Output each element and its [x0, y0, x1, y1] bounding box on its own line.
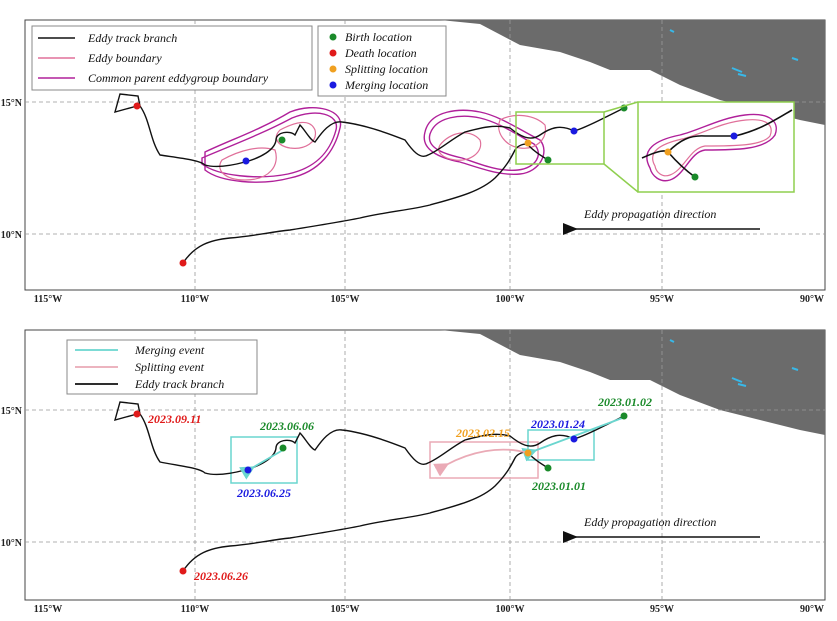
bottom-direction-label: Eddy propagation direction — [583, 515, 716, 529]
merging-event-box-1 — [230, 436, 298, 484]
top-legend-right-frame — [317, 25, 447, 97]
top-inset — [637, 101, 795, 193]
legend-bottom-track-label: Eddy track branch — [134, 377, 224, 391]
date-birth-2: 2023.01.02 — [597, 395, 652, 409]
legend-birth-dot-icon — [329, 33, 337, 41]
bottom-xtick-105: 105°W — [331, 604, 360, 615]
bottom-land — [440, 330, 825, 435]
top-zoom-connector-1 — [603, 101, 639, 113]
bottom-birth-1 — [279, 444, 287, 452]
legend-death-label: Death location — [344, 46, 417, 60]
top-merge-1 — [242, 157, 250, 165]
top-xtick-95: 95°W — [650, 294, 674, 305]
legend-birth-label: Birth location — [345, 30, 412, 44]
top-direction-label: Eddy propagation direction — [583, 207, 716, 221]
bottom-panel: 2023.09.11 2023.06.26 2023.06.06 2023.06… — [1, 329, 826, 615]
date-merge-1: 2023.06.25 — [236, 486, 291, 500]
top-death-1 — [133, 102, 141, 110]
merging-arrow-1 — [239, 449, 284, 480]
merging-arrow-2 — [521, 416, 626, 462]
legend-splitting-event-label: Splitting event — [135, 360, 205, 374]
top-panel: Eddy propagation direction Eddy track br… — [1, 19, 826, 305]
inset-birth — [691, 173, 699, 181]
bottom-grid — [25, 330, 825, 600]
inset-merge — [730, 132, 738, 140]
bottom-ytick-10: 10°N — [1, 538, 23, 549]
top-legend-left: Eddy track branch Eddy boundary Common p… — [31, 25, 313, 91]
bottom-merge-2 — [570, 435, 578, 443]
bottom-merge-1 — [244, 466, 252, 474]
top-inset-frame — [637, 101, 795, 193]
bottom-ytick-15: 15°N — [1, 406, 23, 417]
legend-split-label: Splitting location — [345, 62, 428, 76]
top-water-patches — [669, 29, 799, 77]
top-xtick-90: 90°W — [800, 294, 824, 305]
date-merge-2: 2023.01.24 — [530, 417, 585, 431]
top-xtick-115: 115°W — [34, 294, 62, 305]
bottom-birth-2 — [620, 412, 628, 420]
top-xtick-100: 100°W — [496, 294, 525, 305]
date-death-2: 2023.06.26 — [193, 569, 248, 583]
date-birth-3: 2023.01.01 — [531, 479, 586, 493]
top-eddy-boundaries — [219, 114, 547, 181]
merging-event-box-2 — [527, 429, 595, 461]
top-parent-boundaries — [201, 107, 545, 183]
top-legend-right: Birth location Death location Splitting … — [317, 25, 447, 97]
top-xtick-105: 105°W — [331, 294, 360, 305]
top-birth-3 — [544, 156, 552, 164]
inset-split — [664, 148, 672, 156]
date-death-1: 2023.09.11 — [147, 412, 201, 426]
bottom-legend: Merging event Splitting event Eddy track… — [66, 339, 258, 395]
bottom-death-2 — [179, 567, 187, 575]
top-land — [440, 20, 825, 125]
top-ytick-15: 15°N — [1, 98, 23, 109]
bottom-xtick-90: 90°W — [800, 604, 824, 615]
legend-split-dot-icon — [329, 65, 337, 73]
bottom-death-1 — [133, 410, 141, 418]
top-xtick-110: 110°W — [181, 294, 209, 305]
top-split-1 — [524, 139, 532, 147]
bottom-markers — [133, 410, 628, 575]
bottom-split-1 — [524, 449, 532, 457]
bottom-xtick-100: 100°W — [496, 604, 525, 615]
legend-boundary-label: Eddy boundary — [87, 51, 162, 65]
top-zoom-connector-2 — [603, 163, 639, 193]
top-death-2 — [179, 259, 187, 267]
legend-merge-dot-icon — [329, 81, 337, 89]
date-split-1: 2023.02.15 — [455, 426, 510, 440]
bottom-birth-3 — [544, 464, 552, 472]
bottom-xtick-110: 110°W — [181, 604, 209, 615]
top-birth-1 — [278, 136, 286, 144]
splitting-arrow — [433, 448, 529, 477]
top-ytick-10: 10°N — [1, 230, 23, 241]
legend-track-label: Eddy track branch — [87, 31, 177, 45]
top-merge-2 — [570, 127, 578, 135]
bottom-xtick-115: 115°W — [34, 604, 62, 615]
legend-death-dot-icon — [329, 49, 337, 57]
top-zoom-source-box — [515, 111, 605, 165]
legend-parent-label: Common parent eddygroup boundary — [88, 71, 269, 85]
bottom-water-patches — [669, 339, 799, 387]
legend-merging-event-label: Merging event — [134, 343, 205, 357]
bottom-xtick-95: 95°W — [650, 604, 674, 615]
top-legend-left-frame — [31, 25, 313, 91]
date-birth-1: 2023.06.06 — [259, 419, 314, 433]
legend-merge-label: Merging location — [344, 78, 428, 92]
